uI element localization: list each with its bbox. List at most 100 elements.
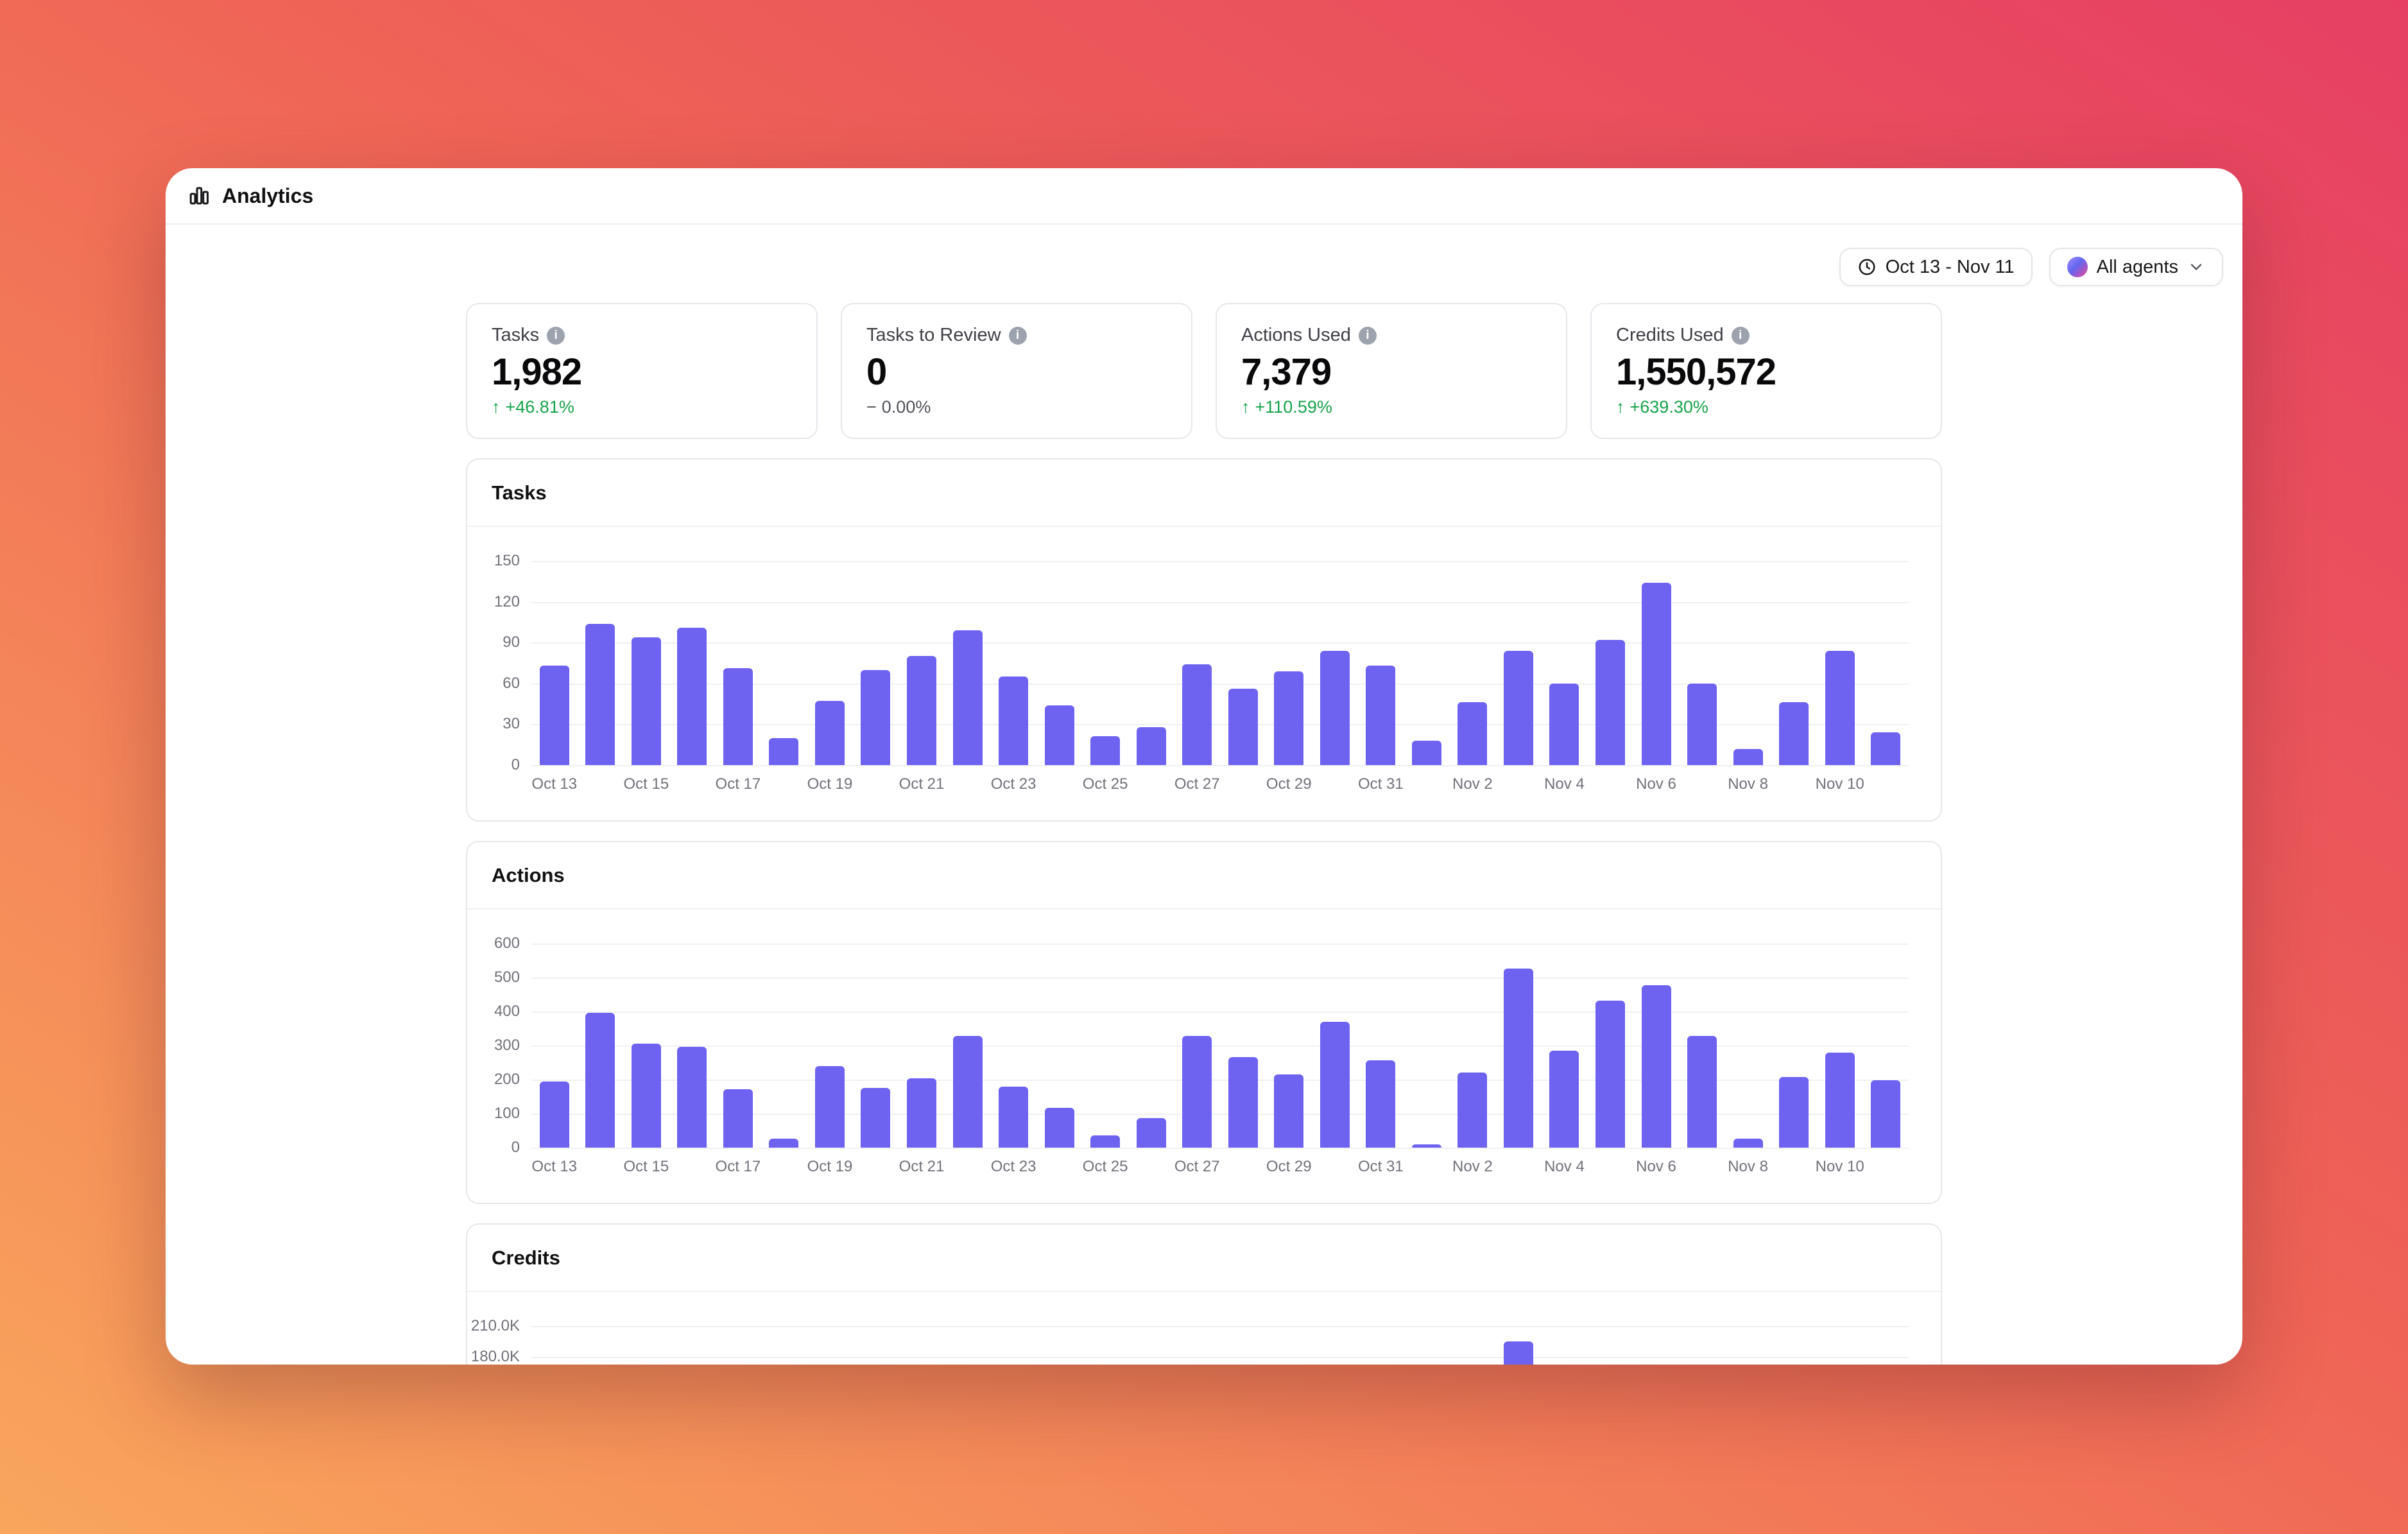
x-axis-tick: Nov 8 <box>1728 1158 1768 1175</box>
bar-nov-4[interactable] <box>1549 1051 1579 1148</box>
bar-oct-26[interactable] <box>1136 1118 1166 1148</box>
bar-nov-2[interactable] <box>1458 1072 1488 1148</box>
bar-oct-27[interactable] <box>1182 664 1212 765</box>
bar-slot: Nov 2 <box>1450 561 1496 793</box>
info-icon[interactable]: i <box>1731 326 1750 345</box>
bar-oct-30[interactable] <box>1320 1022 1350 1148</box>
trend-up-icon: ↑ <box>1616 397 1625 417</box>
stat-delta: − 0.00% <box>866 397 1167 417</box>
bar-nov-6[interactable] <box>1641 985 1671 1148</box>
x-axis-tick: Oct 27 <box>1174 1158 1220 1175</box>
bar-nov-3[interactable] <box>1503 1341 1533 1365</box>
bar-oct-18[interactable] <box>769 737 799 765</box>
bar-nov-2[interactable] <box>1458 702 1488 765</box>
tasks-chart-panel: Tasks 150 120 90 60 30 0 Oct 13 Oct 15 Oct 17 Oct… <box>466 458 1942 822</box>
bar-oct-16[interactable] <box>677 1046 707 1148</box>
bar-oct-14[interactable] <box>585 1012 615 1148</box>
bar-nov-3[interactable] <box>1503 650 1533 765</box>
bar-oct-31[interactable] <box>1366 1060 1396 1148</box>
bar-oct-23[interactable] <box>999 677 1029 765</box>
bar-oct-19[interactable] <box>814 1066 845 1148</box>
bar-oct-29[interactable] <box>1274 671 1304 765</box>
bar-oct-19[interactable] <box>814 701 845 765</box>
bar-oct-16[interactable] <box>677 627 707 765</box>
bar-oct-13[interactable] <box>539 666 569 765</box>
bar-oct-17[interactable] <box>723 668 753 765</box>
bar-oct-21[interactable] <box>907 656 937 765</box>
bar-slot: Nov 10 <box>1816 561 1864 793</box>
bar-slot: Oct 15 <box>623 561 669 793</box>
bar-oct-26[interactable] <box>1136 727 1166 765</box>
x-axis-tick: Oct 17 <box>715 775 761 793</box>
bar-oct-28[interactable] <box>1228 1057 1258 1148</box>
bar-slot: Oct 13 <box>531 561 578 793</box>
bar-oct-29[interactable] <box>1274 1074 1304 1148</box>
info-icon[interactable]: i <box>547 326 565 345</box>
x-axis-tick: Oct 29 <box>1266 1158 1312 1175</box>
bar-oct-13[interactable] <box>539 1082 569 1148</box>
bar-nov-5[interactable] <box>1595 639 1625 765</box>
bar-nov-4[interactable] <box>1549 683 1579 765</box>
bar-slot: Oct 25 <box>1082 944 1128 1175</box>
bar-nov-3[interactable] <box>1503 968 1533 1148</box>
trend-up-icon: ↑ <box>492 397 501 417</box>
bar-slot <box>853 1326 899 1365</box>
bar-slot <box>1220 561 1266 765</box>
bar-oct-20[interactable] <box>861 669 891 765</box>
bar-oct-18[interactable] <box>769 1138 799 1148</box>
bar-oct-25[interactable] <box>1090 1135 1121 1148</box>
bar-oct-22[interactable] <box>952 1035 983 1148</box>
info-icon[interactable]: i <box>1008 326 1027 345</box>
info-icon[interactable]: i <box>1358 326 1377 345</box>
bar-slot <box>1312 944 1358 1148</box>
bar-nov-1[interactable] <box>1411 1144 1441 1148</box>
bar-slot <box>669 561 716 765</box>
bar-oct-15[interactable] <box>631 1043 661 1148</box>
bar-nov-11[interactable] <box>1871 1080 1901 1148</box>
bar-oct-31[interactable] <box>1366 666 1396 765</box>
bar-nov-11[interactable] <box>1871 732 1901 765</box>
bar-oct-25[interactable] <box>1090 736 1121 765</box>
gridline <box>531 765 1909 766</box>
bar-oct-24[interactable] <box>1044 705 1074 765</box>
bar-oct-27[interactable] <box>1182 1035 1212 1148</box>
bar-nov-7[interactable] <box>1687 1035 1717 1148</box>
bar-oct-22[interactable] <box>952 630 983 765</box>
bar-oct-21[interactable] <box>907 1078 937 1148</box>
y-axis-tick: 180.0K <box>470 1348 520 1365</box>
bar-nov-9[interactable] <box>1779 1077 1809 1148</box>
bar-slot <box>1036 561 1083 765</box>
bar-nov-10[interactable] <box>1825 1053 1855 1148</box>
bar-nov-6[interactable] <box>1641 582 1671 765</box>
bar-oct-30[interactable] <box>1320 650 1350 765</box>
bar-oct-28[interactable] <box>1228 689 1258 765</box>
bar-slot <box>1036 944 1083 1148</box>
bar-nov-8[interactable] <box>1733 1138 1763 1148</box>
bar-slot <box>1312 561 1358 765</box>
bar-slot <box>1404 561 1450 765</box>
bar-nov-5[interactable] <box>1595 1001 1625 1148</box>
y-axis-tick: 150 <box>494 552 520 569</box>
bar-nov-9[interactable] <box>1779 702 1809 765</box>
date-range-picker[interactable]: Oct 13 - Nov 11 <box>1839 248 2033 286</box>
bar-slot: Oct 21 <box>899 561 945 793</box>
bar-slot <box>1587 561 1633 765</box>
bar-nov-1[interactable] <box>1411 740 1441 765</box>
x-axis-tick: Oct 31 <box>1357 775 1404 793</box>
bar-oct-20[interactable] <box>861 1087 891 1148</box>
bar-slot: Oct 29 <box>1266 944 1312 1175</box>
y-axis-tick: 0 <box>511 756 520 773</box>
bar-slot: Oct 23 <box>990 944 1036 1175</box>
bar-oct-24[interactable] <box>1044 1108 1074 1148</box>
gridline <box>531 1046 1909 1047</box>
x-axis-tick: Nov 8 <box>1728 775 1768 793</box>
chart-title-credits: Credits <box>467 1225 1941 1292</box>
agents-filter-select[interactable]: All agents <box>2049 248 2223 286</box>
bar-nov-8[interactable] <box>1733 748 1763 765</box>
bar-oct-14[interactable] <box>585 623 615 765</box>
bar-oct-15[interactable] <box>631 637 661 765</box>
bar-nov-7[interactable] <box>1687 683 1717 765</box>
bar-nov-10[interactable] <box>1825 650 1855 765</box>
bar-oct-23[interactable] <box>999 1086 1029 1148</box>
bar-oct-17[interactable] <box>723 1089 753 1148</box>
